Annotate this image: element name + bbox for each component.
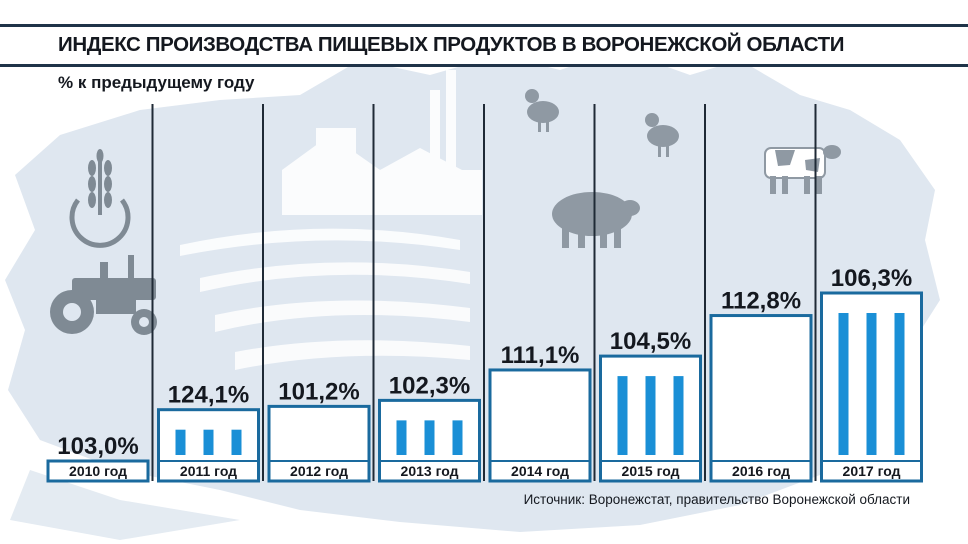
wheat-icon bbox=[69, 149, 131, 248]
x-tick-label: 2015 год bbox=[622, 463, 680, 479]
chart-subtitle: % к предыдущему году bbox=[58, 73, 255, 92]
bar-stripe bbox=[203, 429, 214, 455]
data-label: 103,0% bbox=[57, 433, 138, 460]
top-rule bbox=[0, 24, 968, 27]
x-tick-label: 2016 год bbox=[732, 463, 790, 479]
data-label: 124,1% bbox=[168, 382, 249, 409]
bar-stripe bbox=[175, 429, 186, 455]
bar-stripe bbox=[424, 420, 435, 455]
bar-5 bbox=[488, 368, 592, 483]
farm-icon bbox=[282, 70, 482, 215]
data-label: 106,3% bbox=[831, 265, 912, 292]
bar-stripe bbox=[673, 376, 684, 455]
x-tick-label: 2012 год bbox=[290, 463, 348, 479]
bar-stripe bbox=[838, 313, 849, 455]
bar-stripe bbox=[617, 376, 628, 455]
chart-title: ИНДЕКС ПРОИЗВОДСТВА ПИЩЕВЫХ ПРОДУКТОВ В … bbox=[58, 33, 845, 56]
bar-stripe bbox=[231, 429, 242, 455]
x-tick-label: 2017 год bbox=[843, 463, 901, 479]
x-tick-label: 2010 год bbox=[69, 463, 127, 479]
bar-3 bbox=[267, 404, 371, 483]
fields-illustration bbox=[180, 228, 470, 370]
bar-7 bbox=[709, 314, 813, 483]
data-label: 111,1% bbox=[501, 342, 580, 369]
bar-stripe bbox=[894, 313, 905, 455]
chicken-icon bbox=[645, 113, 679, 157]
data-label: 101,2% bbox=[278, 378, 359, 405]
bar-stripe bbox=[645, 376, 656, 455]
data-label: 102,3% bbox=[389, 372, 470, 399]
bar-stripe bbox=[452, 420, 463, 455]
pig-icon bbox=[552, 192, 640, 248]
data-label: 112,8% bbox=[721, 288, 801, 315]
header-bar bbox=[0, 30, 968, 67]
bar-stripe bbox=[396, 420, 407, 455]
source-note: Источник: Воронежстат, правительство Вор… bbox=[523, 492, 910, 507]
chicken-icon bbox=[525, 89, 559, 132]
data-label: 104,5% bbox=[610, 328, 691, 355]
x-tick-label: 2011 год bbox=[180, 463, 237, 479]
tractor-icon bbox=[50, 255, 157, 335]
x-tick-label: 2013 год bbox=[401, 463, 459, 479]
bar-stripe bbox=[866, 313, 877, 455]
x-tick-label: 2014 год bbox=[511, 463, 569, 479]
cow-icon bbox=[764, 145, 841, 194]
